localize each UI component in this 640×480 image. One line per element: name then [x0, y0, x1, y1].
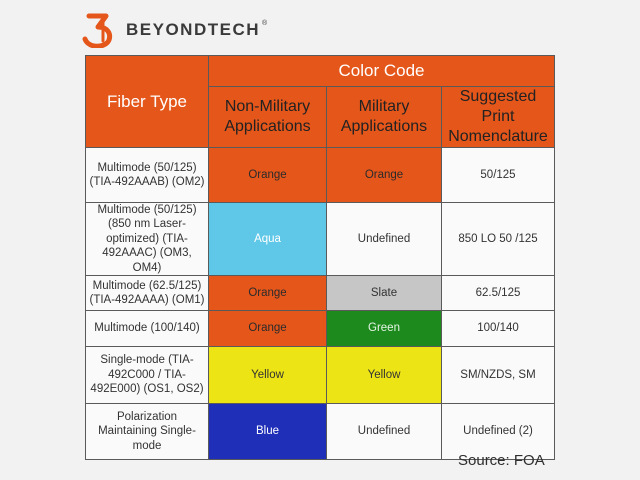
header-non-military: Non-Military Applications: [208, 86, 327, 148]
fiber-type-cell: Multimode (50/125) (TIA-492AAAB) (OM2): [85, 147, 209, 203]
military-color-cell: Orange: [326, 147, 442, 203]
color-code-table: Fiber Type Color Code Non-Military Appli…: [85, 55, 555, 460]
brand-name: BEYONDTECH ®: [126, 20, 269, 39]
military-color-cell: Slate: [326, 274, 442, 311]
source-credit: Source: FOA: [458, 452, 545, 469]
header-nomenclature: Suggested Print Nomenclature: [441, 86, 555, 148]
fiber-type-cell: Single-mode (TIA-492C000 / TIA-492E000) …: [85, 345, 209, 404]
military-color-cell: Undefined: [326, 402, 442, 460]
military-color-cell: Undefined: [326, 202, 442, 276]
table-row: Multimode (62.5/125) (TIA-492AAAA) (OM1)…: [85, 274, 555, 311]
table-row: Multimode (50/125) (850 nm Laser-optimiz…: [85, 202, 555, 276]
nomenclature-cell: 850 LO 50 /125: [441, 202, 555, 276]
non-military-color-cell: Orange: [208, 309, 327, 347]
non-military-color-cell: Orange: [208, 147, 327, 203]
non-military-color-cell: Orange: [208, 274, 327, 311]
non-military-color-cell: Yellow: [208, 345, 327, 404]
table-row: Polarization Maintaining Single-mode Blu…: [85, 402, 555, 460]
fiber-type-cell: Multimode (62.5/125) (TIA-492AAAA) (OM1): [85, 274, 209, 311]
military-color-cell: Yellow: [326, 345, 442, 404]
fiber-type-cell: Multimode (100/140): [85, 309, 209, 347]
nomenclature-cell: Undefined (2): [441, 402, 555, 460]
table-row: Multimode (50/125) (TIA-492AAAB) (OM2) O…: [85, 147, 555, 203]
table-row: Multimode (100/140) Orange Green 100/140: [85, 309, 555, 347]
non-military-color-cell: Aqua: [208, 202, 327, 276]
nomenclature-cell: 50/125: [441, 147, 555, 203]
header-color-code: Color Code: [208, 55, 555, 87]
nomenclature-cell: 62.5/125: [441, 274, 555, 311]
brand-logo: BEYONDTECH ®: [82, 12, 269, 48]
table-row: Single-mode (TIA-492C000 / TIA-492E000) …: [85, 345, 555, 404]
nomenclature-cell: 100/140: [441, 309, 555, 347]
nomenclature-cell: SM/NZDS, SM: [441, 345, 555, 404]
fiber-type-cell: Polarization Maintaining Single-mode: [85, 402, 209, 460]
header-military: Military Applications: [326, 86, 442, 148]
registered-mark: ®: [262, 20, 269, 27]
military-color-cell: Green: [326, 309, 442, 347]
fiber-type-cell: Multimode (50/125) (850 nm Laser-optimiz…: [85, 202, 209, 276]
header-fiber-type: Fiber Type: [85, 55, 209, 148]
non-military-color-cell: Blue: [208, 402, 327, 460]
beyondtech-logo-icon: [82, 13, 113, 48]
